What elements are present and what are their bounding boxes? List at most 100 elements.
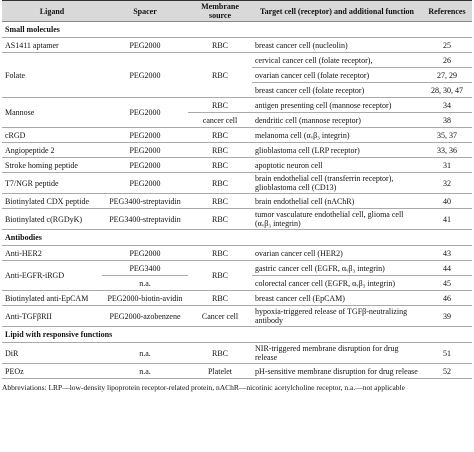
section-row: Antibodies [2,229,472,246]
refs-cell: 45 [422,275,472,291]
spacer-cell: PEG2000 [102,157,188,173]
spacer-cell: PEG2000-azobenzene [102,305,188,327]
refs-cell: 44 [422,260,472,276]
ligand-cell: Anti-HER2 [2,245,102,261]
table-row: AS1411 aptamer PEG2000 RBC breast cancer ce… [2,37,472,53]
refs-cell: 32 [422,172,472,194]
section-row: Small molecules [2,21,472,38]
source-cell: RBC [188,142,252,158]
target-cell: pH-sensitive membrane disruption for dru… [252,363,422,379]
refs-cell: 41 [422,208,472,230]
refs-cell: 46 [422,290,472,306]
target-cell: tumor vasculature endothelial cell, glio… [252,208,422,230]
refs-cell: 33, 36 [422,142,472,158]
spacer-cell: PEG3400-streptavidin [102,208,188,230]
refs-cell: 27, 29 [422,67,472,83]
target-cell: brain endothelial cell (transferrin rece… [252,172,422,194]
table-row: Anti-TGFβRII PEG2000-azobenzene Cancer cel… [2,305,472,327]
ligand-cell: DiR [2,342,102,364]
refs-cell: 43 [422,245,472,261]
table-row: Folate PEG2000 RBC cervical cancer cell (fo… [2,52,472,98]
source-cell: RBC [188,172,252,194]
column-header: References [422,0,472,22]
table-row: breast cancer cell (folate receptor) 28, … [2,82,472,98]
ligand-cell: Anti-TGFβRII [2,305,102,327]
source-cell: RBC [188,127,252,143]
column-header: Target cell (receptor) and additional fu… [252,0,422,22]
target-cell: hypoxia-triggered release of TGFβ-neutra… [252,305,422,327]
target-cell: ovarian cancer cell (HER2) [252,245,422,261]
source-cell: RBC [188,97,252,113]
spacer-cell: PEG2000 [102,52,188,98]
target-cell: cervical cancer cell (folate receptor), [252,52,422,68]
table-row: cancer cell dendritic cell (mannose recep… [2,112,472,128]
refs-cell: 31 [422,157,472,173]
spacer-cell: n.a. [102,363,188,379]
target-cell: glioblastoma cell (LRP receptor) [252,142,422,158]
table-row: T7/NGR peptide PEG2000 RBC brain endothelia… [2,172,472,194]
refs-cell: 34 [422,97,472,113]
spacer-cell: n.a. [102,342,188,364]
table-body: Small molecules AS1411 aptamer PEG2000 RBC b… [2,21,472,379]
source-cell: RBC [188,208,252,230]
target-cell: gastric cancer cell (EGFR, αᵥβ₃ integrin… [252,260,422,276]
table: Ligand Spacer Membrane source Target cell (… [2,0,472,379]
refs-cell: 39 [422,305,472,327]
target-cell: breast cancer cell (EpCAM) [252,290,422,306]
spacer-cell: PEG2000 [102,97,188,128]
section-row: Lipid with responsive functions [2,326,472,343]
spacer-cell: PEG2000 [102,142,188,158]
source-cell: RBC [188,342,252,364]
target-cell: brain endothelial cell (nAChR) [252,193,422,209]
header-row: Ligand Spacer Membrane source Target cell (… [2,0,472,22]
ligand-cell: Biotinylated c(RGDyK) [2,208,102,230]
table-row: Stroke homing peptide PEG2000 RBC apoptotic… [2,157,472,173]
ligand-cell: PEOz [2,363,102,379]
ligand-cell: T7/NGR peptide [2,172,102,194]
spacer-cell: PEG2000 [102,245,188,261]
target-cell: breast cancer cell (nucleolin) [252,37,422,53]
section-title: Antibodies [2,229,472,246]
target-cell: apoptotic neuron cell [252,157,422,173]
source-cell: RBC [188,260,252,291]
spacer-cell: n.a. [102,275,188,291]
table-row: Anti-EGFR-iRGD PEG3400 RBC gastric cancer c… [2,260,472,291]
target-cell: colorectal cancer cell (EGFR, αᵥβ₃ integ… [252,275,422,291]
target-cell: antigen presenting cell (mannose recepto… [252,97,422,113]
target-cell: breast cancer cell (folate receptor) [252,82,422,98]
source-cell: RBC [188,245,252,261]
table-row: Biotinylated c(RGDyK) PEG3400-streptavidi… [2,208,472,230]
ligand-cell: Folate [2,52,102,98]
column-header: Membrane source [188,0,252,22]
ligand-cell: cRGD [2,127,102,143]
source-cell: cancer cell [188,112,252,128]
refs-cell: 25 [422,37,472,53]
source-cell: Platelet [188,363,252,379]
ligand-cell: AS1411 aptamer [2,37,102,53]
refs-cell: 26 [422,52,472,68]
ligand-cell: Biotinylated CDX peptide [2,193,102,209]
spacer-cell: PEG2000 [102,37,188,53]
spacer-cell: PEG3400-streptavidin [102,193,188,209]
target-cell: melanoma cell (αᵥβ₃ integrin) [252,127,422,143]
refs-cell: 38 [422,112,472,128]
table-row: n.a. colorectal cancer cell (EGFR, αᵥβ₃ i… [2,275,472,291]
table-row: Anti-HER2 PEG2000 RBC ovarian cancer cell (… [2,245,472,261]
spacer-cell: PEG3400 [102,260,188,276]
spacer-cell: PEG2000 [102,127,188,143]
source-cell: Cancer cell [188,305,252,327]
refs-cell: 40 [422,193,472,209]
footnote: Abbreviations: LRP—low-density lipoprote… [2,383,405,392]
column-header: Ligand [2,0,102,22]
source-cell: RBC [188,157,252,173]
table-row: ovarian cancer cell (folate receptor) 27,… [2,67,472,83]
spacer-cell: PEG2000 [102,172,188,194]
refs-cell: 35, 37 [422,127,472,143]
refs-cell: 28, 30, 47 [422,82,472,98]
target-cell: NIR-triggered membrane disruption for dr… [252,342,422,364]
target-cell: dendritic cell (mannose receptor) [252,112,422,128]
source-cell: RBC [188,37,252,53]
ligand-cell: Anti-EGFR-iRGD [2,260,102,291]
table-row: Biotinylated CDX peptide PEG3400-streptav… [2,193,472,209]
